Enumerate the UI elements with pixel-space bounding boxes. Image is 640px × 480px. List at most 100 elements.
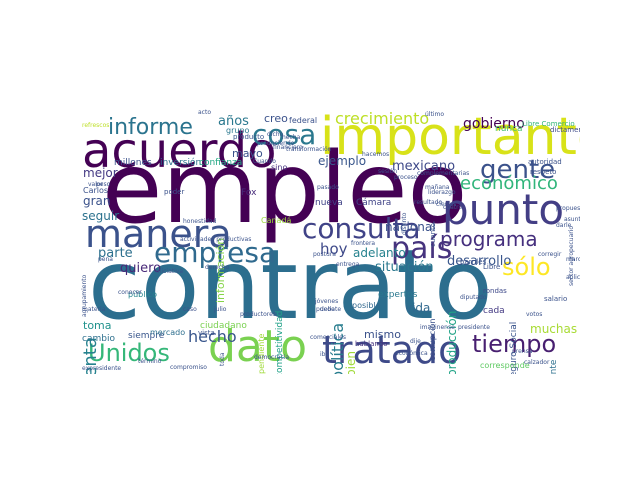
cloud-word: desarrollo (447, 254, 512, 269)
cloud-word: hablando (355, 340, 388, 348)
cloud-word: gran (83, 194, 111, 208)
cloud-word: poder (164, 188, 185, 196)
cloud-word: postura (313, 251, 336, 258)
cloud-word: dictamen (550, 126, 580, 134)
cloud-word: grupo (226, 126, 250, 135)
cloud-word: complementarias (417, 170, 470, 177)
cloud-word: término (138, 358, 162, 365)
cloud-word: Libre (483, 263, 501, 271)
cloud-word: contrato (88, 229, 493, 341)
cloud-word: muchas (530, 322, 578, 336)
cloud-word: Cuando (253, 158, 276, 165)
cloud-word: sino (271, 163, 288, 172)
cloud-word: crecimiento (335, 109, 430, 128)
cloud-word: proceso (394, 174, 418, 181)
cloud-word: mercado (150, 328, 186, 337)
cloud-word: Unidos (88, 339, 170, 367)
cloud-word: seguir (82, 209, 120, 223)
cloud-word: parte (98, 246, 133, 261)
cloud-word: votos (526, 311, 543, 318)
cloud-word: derecho (205, 264, 230, 271)
cloud-word: cambio (82, 334, 115, 344)
cloud-word: presidente (458, 324, 490, 331)
cloud-word: acuerdo (82, 123, 277, 179)
cloud-word: federal (289, 116, 318, 125)
cloud-word: nacional (385, 220, 436, 234)
cloud-word: corregir (538, 251, 562, 258)
cloud-word: empresa (154, 236, 277, 269)
cloud-word: toda (219, 352, 226, 366)
cloud-word: cosa (252, 118, 317, 151)
cloud-word: frontera (351, 240, 376, 247)
cloud-word: barriles (460, 258, 487, 266)
cloud-word: competitividad (275, 310, 285, 374)
cloud-word: gente (480, 155, 556, 185)
cloud-word: aplicar (566, 274, 580, 281)
cloud-word: iniciativa (156, 268, 184, 275)
cloud-word: mejor (83, 166, 118, 180)
cloud-word: jóvenes (315, 298, 339, 305)
cloud-word: años (218, 114, 249, 129)
cloud-word: producto (233, 133, 265, 141)
cloud-word: Libre Comercio (522, 120, 575, 128)
cloud-word: dato (208, 321, 308, 372)
cloud-word: mayo (232, 147, 263, 160)
cloud-word: económica (395, 350, 428, 357)
cloud-word: importante (320, 107, 580, 167)
cloud-word: transformación (286, 146, 332, 153)
cloud-word: fertilizante (549, 360, 559, 374)
cloud-word: produciendo (257, 140, 295, 147)
cloud-word: quiero (120, 261, 162, 276)
cloud-word: productores (240, 311, 276, 318)
cloud-word: inversión (160, 158, 202, 168)
cloud-word: consulta (302, 212, 421, 245)
cloud-word: financiero (273, 144, 303, 151)
cloud-word: dije (410, 338, 421, 345)
cloud-word: confianza (199, 158, 243, 168)
cloud-word: cuatro (443, 204, 463, 211)
cloud-word: económico (460, 173, 558, 194)
cloud-word: mismo (364, 328, 401, 341)
cloud-word: corresponde (480, 361, 530, 370)
cloud-word: diputado (460, 294, 487, 301)
cloud-word: manera (85, 212, 232, 256)
cloud-word: programa (440, 227, 538, 251)
cloud-word: informe (108, 115, 193, 140)
cloud-word: cuanto (429, 222, 437, 247)
cloud-word: expertos (378, 290, 418, 300)
cloud-word: resultado (414, 199, 443, 206)
cloud-word: honestidad (183, 218, 217, 225)
cloud-word: rondas (483, 287, 507, 295)
cloud-word: situación (375, 260, 434, 275)
cloud-word: bien (344, 351, 358, 374)
cloud-word: ciudadano (200, 321, 247, 331)
cloud-word: empleo (102, 132, 468, 246)
cloud-word: refrescos (82, 122, 110, 129)
cloud-word: caso (183, 306, 197, 313)
cloud-word: agrupamiento (81, 274, 88, 317)
cloud-word: toma (83, 319, 112, 332)
cloud-word: hacemos (362, 151, 390, 158)
cloud-word: millones (114, 158, 152, 168)
cloud-word: tratado (322, 328, 462, 372)
cloud-word: entrega (336, 261, 360, 268)
cloud-word: dicho (267, 131, 284, 138)
cloud-word: salario (544, 295, 568, 303)
cloud-word: nueva (315, 198, 343, 208)
cloud-word: acto (198, 109, 211, 116)
cloud-word: Canadá (261, 216, 292, 225)
cloud-word: adelanto (353, 246, 406, 260)
cloud-word: mañana (425, 184, 450, 191)
cloud-word: punto (442, 185, 565, 234)
cloud-word: último (425, 111, 445, 118)
cloud-word: pasado (317, 184, 339, 191)
cloud-word: conocer (118, 289, 142, 296)
cloud-word: vista (198, 329, 215, 337)
cloud-word: producción (445, 310, 459, 374)
cloud-word: julio (214, 306, 227, 313)
cloud-word: autoridad (528, 158, 562, 166)
cloud-word: hecho (188, 327, 237, 346)
cloud-word: darle (556, 222, 572, 229)
